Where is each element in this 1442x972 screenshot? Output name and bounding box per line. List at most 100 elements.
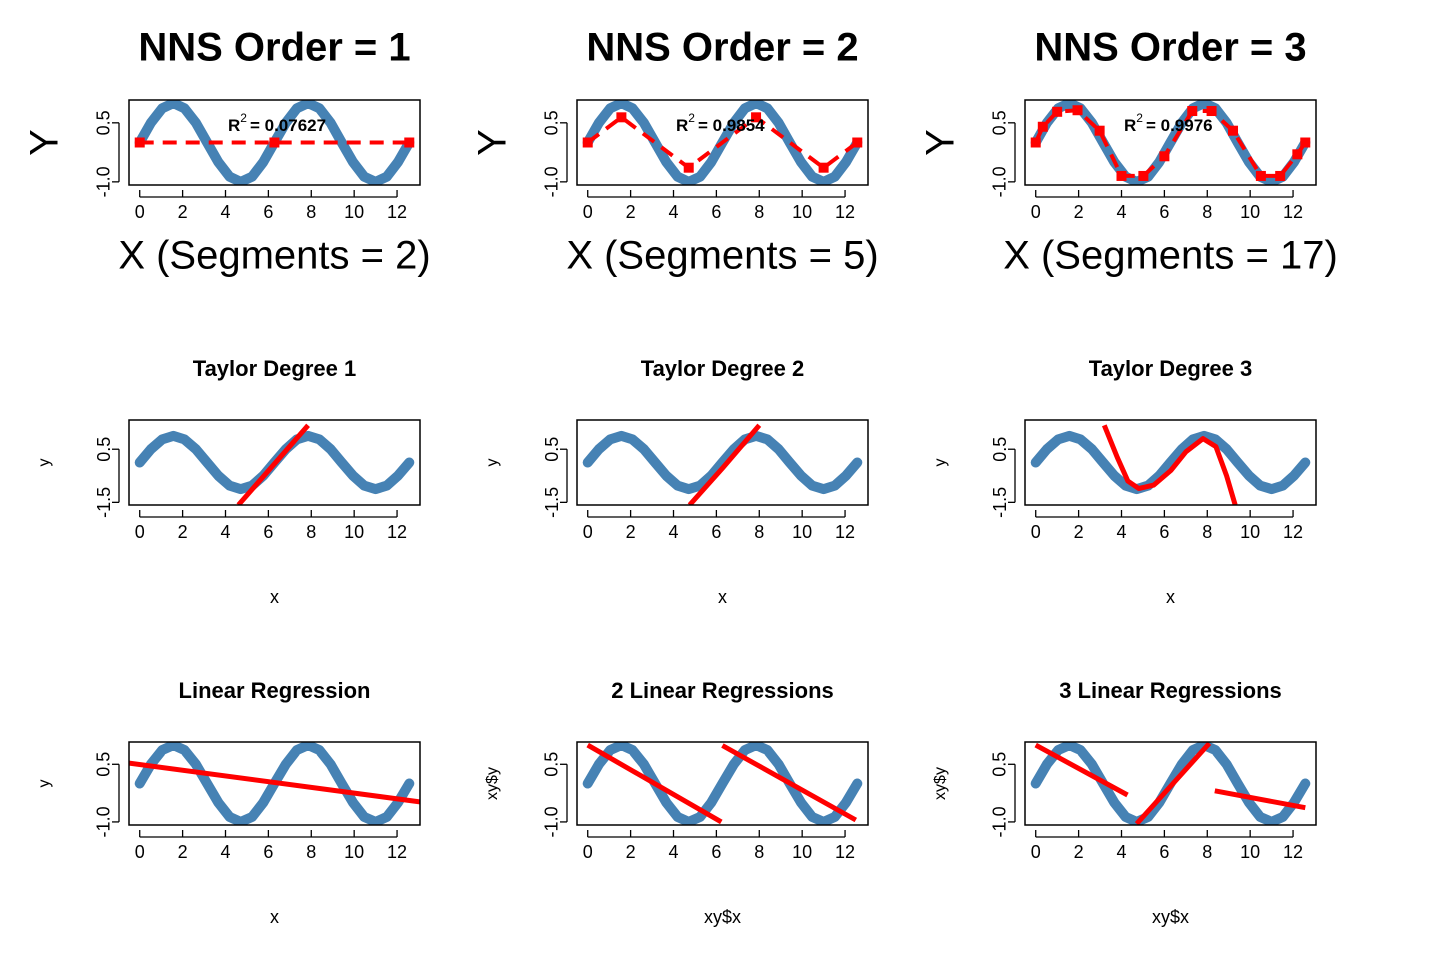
x-tick-label: 2 (1074, 842, 1084, 862)
x-tick-label: 6 (711, 202, 721, 222)
x-tick-label: 4 (668, 842, 678, 862)
data-point (1255, 170, 1266, 181)
x-tick-label: 4 (1116, 842, 1126, 862)
x-tick-label: 8 (306, 522, 316, 542)
chart-title: NNS Order = 3 (1034, 26, 1306, 70)
chart-title: Linear Regression (179, 678, 371, 703)
x-tick-label: 10 (344, 842, 364, 862)
x-tick-label: 6 (1159, 202, 1169, 222)
x-tick-label: 6 (1159, 522, 1169, 542)
x-axis-label: x (1166, 587, 1175, 607)
x-tick-label: 0 (583, 842, 593, 862)
x-tick-label: 10 (792, 842, 812, 862)
annotation-sup: 2 (1136, 111, 1143, 125)
x-tick-label: 2 (1074, 202, 1084, 222)
y-axis-label: y (932, 459, 949, 467)
annotation-sup: 2 (688, 111, 695, 125)
x-axis-label: X (Segments = 2) (118, 234, 430, 278)
x-tick-label: 12 (1283, 842, 1303, 862)
x-axis-label: x (270, 587, 279, 607)
x-tick-label: 6 (263, 522, 273, 542)
y-tick-label: -1.5 (542, 487, 562, 518)
y-tick-label: 0.5 (990, 752, 1010, 777)
data-point (751, 112, 762, 123)
data-line (236, 423, 310, 505)
y-axis-label: y (484, 459, 501, 467)
panel: NNS Order = 1 0 2 4 6 8 10 12 X (Segments = 2) -1… (23, 26, 431, 278)
x-tick-label: 0 (135, 842, 145, 862)
y-tick-label: -1.5 (94, 487, 114, 518)
plot-box (576, 99, 869, 186)
y-tick-label: -1.0 (94, 166, 114, 197)
panel: 3 Linear Regressions 0 2 4 6 8 10 12 xy$x -1.0 0.5… (932, 678, 1317, 927)
data-point (1292, 149, 1303, 160)
y-axis-label: Y (23, 129, 67, 156)
x-tick-label: 6 (263, 842, 273, 862)
x-tick-label: 10 (344, 522, 364, 542)
y-axis-label: y (36, 459, 53, 467)
x-tick-label: 12 (835, 842, 855, 862)
data-point (1138, 170, 1149, 181)
data-point (1206, 106, 1217, 117)
x-tick-label: 2 (1074, 522, 1084, 542)
x-tick-label: 4 (220, 842, 230, 862)
data-point (269, 137, 280, 148)
x-tick-label: 2 (178, 522, 188, 542)
x-tick-label: 12 (387, 522, 407, 542)
x-tick-label: 2 (626, 522, 636, 542)
x-axis-label: X (Segments = 17) (1003, 234, 1338, 278)
x-tick-label: 4 (1116, 202, 1126, 222)
x-tick-label: 8 (754, 202, 764, 222)
y-tick-label: 0.5 (94, 752, 114, 777)
annotation-r: R (676, 116, 688, 135)
y-tick-label: 0.5 (990, 437, 1010, 462)
x-tick-label: 4 (220, 522, 230, 542)
x-axis-label: x (718, 587, 727, 607)
panel: 2 Linear Regressions 0 2 4 6 8 10 12 xy$x -1.0 0.5… (484, 678, 869, 927)
data-point (1072, 105, 1083, 116)
data-point (1228, 125, 1239, 136)
x-tick-label: 12 (1283, 522, 1303, 542)
y-axis-label: Y (919, 129, 963, 156)
y-axis-label: Y (471, 129, 515, 156)
chart-title: NNS Order = 2 (586, 26, 858, 70)
x-tick-label: 4 (220, 202, 230, 222)
annotation: R2 = 0.9976 (1124, 111, 1213, 135)
data-point (818, 162, 829, 173)
y-tick-label: 0.5 (94, 437, 114, 462)
x-tick-label: 10 (344, 202, 364, 222)
chart-title: Taylor Degree 1 (193, 356, 356, 381)
data-point (1094, 125, 1105, 136)
data-line (129, 760, 420, 805)
annotation-value: = 0.9854 (698, 116, 765, 135)
y-tick-label: -1.0 (542, 806, 562, 837)
x-tick-label: 0 (583, 522, 593, 542)
y-tick-label: 0.5 (94, 110, 114, 135)
x-tick-label: 6 (1159, 842, 1169, 862)
panel: Taylor Degree 3 0 2 4 6 8 10 12 x -1.5 0.5 y (932, 356, 1317, 607)
x-tick-label: 0 (1031, 202, 1041, 222)
data-line (582, 430, 863, 495)
data-line (586, 742, 858, 825)
x-tick-label: 12 (387, 842, 407, 862)
x-axis-label: xy$x (1152, 907, 1189, 927)
chart-title: Taylor Degree 2 (641, 356, 804, 381)
data-point (852, 137, 863, 148)
panel: NNS Order = 2 0 2 4 6 8 10 12 X (Segments = 5) -1… (471, 26, 879, 278)
plot-box (576, 741, 869, 826)
data-point (1275, 170, 1286, 181)
data-point (1159, 151, 1170, 162)
data-point (1300, 137, 1311, 148)
x-tick-label: 10 (1240, 522, 1260, 542)
x-tick-label: 0 (1031, 522, 1041, 542)
y-axis-label: xy$y (484, 767, 501, 800)
plot-box (576, 419, 869, 506)
data-point (582, 137, 593, 148)
x-tick-label: 12 (387, 202, 407, 222)
x-tick-label: 12 (1283, 202, 1303, 222)
y-tick-label: 0.5 (542, 752, 562, 777)
x-tick-label: 2 (178, 842, 188, 862)
plot-box (128, 741, 421, 826)
x-axis-label: x (270, 907, 279, 927)
